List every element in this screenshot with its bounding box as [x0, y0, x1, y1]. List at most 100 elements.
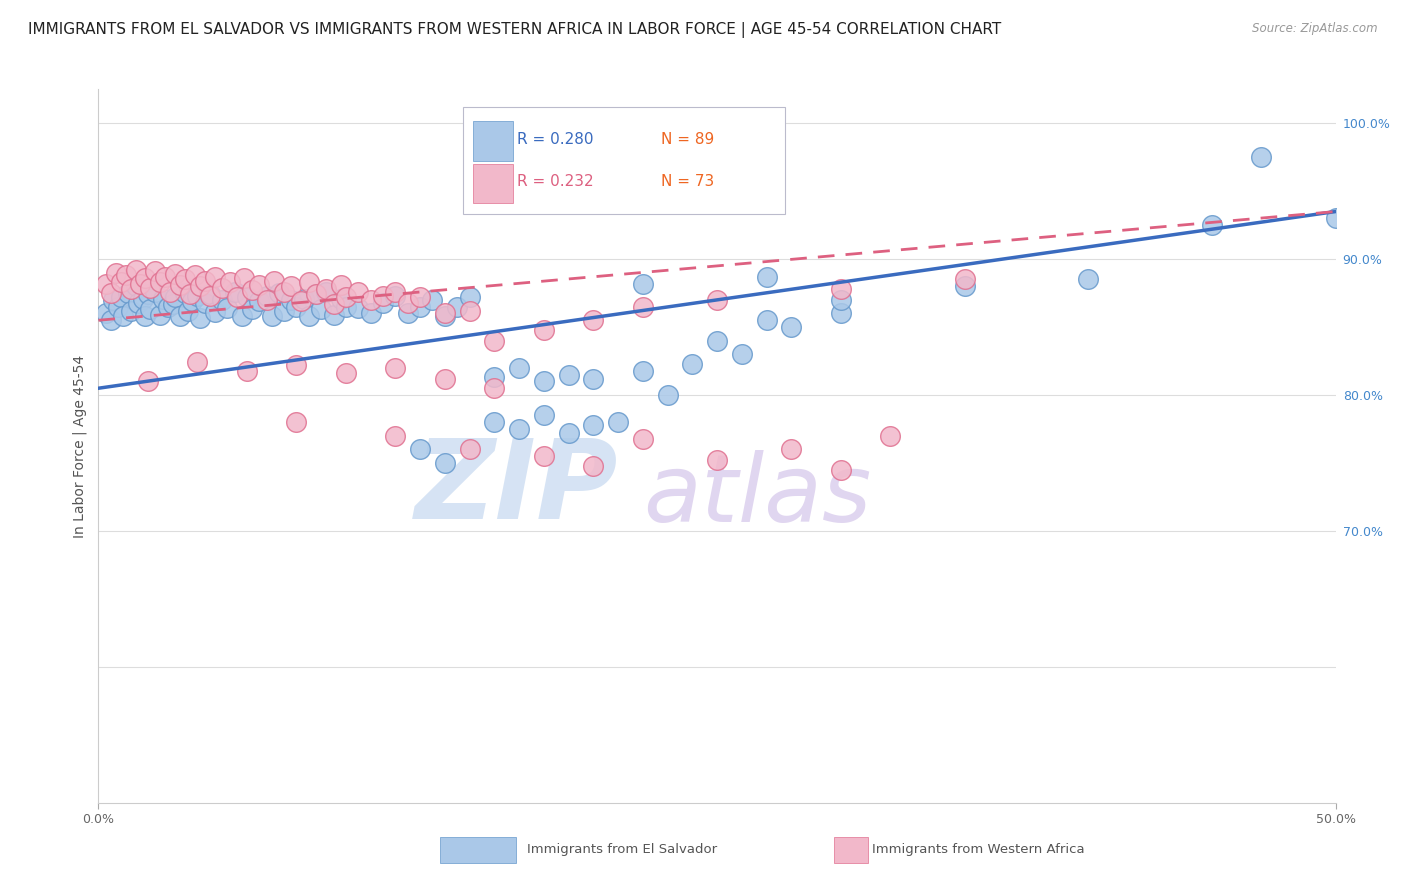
Point — [107, 300, 129, 314]
Point — [755, 269, 778, 284]
Point — [198, 289, 221, 303]
Point — [371, 289, 394, 303]
Point — [194, 274, 217, 288]
Point — [292, 292, 315, 306]
Text: N = 89: N = 89 — [661, 132, 714, 146]
Point — [110, 275, 132, 289]
Point — [706, 293, 728, 307]
Point — [260, 309, 283, 323]
Point — [1324, 211, 1347, 226]
Point — [309, 302, 332, 317]
Point — [136, 375, 159, 389]
Text: Source: ZipAtlas.com: Source: ZipAtlas.com — [1253, 22, 1378, 36]
Point — [657, 388, 679, 402]
Point — [731, 347, 754, 361]
Point — [124, 263, 146, 277]
Point — [458, 290, 481, 304]
Point — [104, 266, 127, 280]
FancyBboxPatch shape — [474, 164, 513, 203]
Point — [236, 290, 259, 304]
Point — [152, 292, 174, 306]
Point — [315, 282, 337, 296]
Point — [155, 269, 177, 284]
Point — [1077, 272, 1099, 286]
Point — [953, 279, 976, 293]
Point — [458, 442, 481, 457]
Point — [582, 458, 605, 473]
Point — [305, 287, 328, 301]
Point — [830, 293, 852, 307]
Point — [267, 286, 290, 301]
Point — [433, 372, 456, 386]
Point — [211, 293, 233, 307]
Point — [631, 300, 654, 314]
Point — [830, 306, 852, 320]
Point — [335, 300, 357, 314]
Point — [484, 334, 506, 348]
Point — [149, 308, 172, 322]
Point — [335, 366, 357, 380]
Text: Immigrants from Western Africa: Immigrants from Western Africa — [872, 843, 1084, 856]
Point — [280, 293, 302, 307]
Point — [236, 363, 259, 377]
Point — [114, 268, 136, 283]
Point — [322, 308, 344, 322]
Point — [384, 289, 406, 303]
Point — [129, 277, 152, 291]
Point — [280, 279, 302, 293]
FancyBboxPatch shape — [474, 121, 513, 161]
Point — [706, 334, 728, 348]
Point — [94, 306, 117, 320]
Point — [830, 282, 852, 296]
Point — [186, 289, 208, 303]
Point — [240, 302, 263, 317]
Point — [607, 415, 630, 429]
Point — [681, 357, 703, 371]
Point — [335, 290, 357, 304]
Point — [371, 295, 394, 310]
Point — [433, 306, 456, 320]
Point — [224, 285, 246, 299]
Point — [204, 305, 226, 319]
Point — [134, 271, 156, 285]
Point — [100, 313, 122, 327]
Point — [953, 272, 976, 286]
Point — [360, 306, 382, 320]
Point — [305, 287, 328, 301]
Point — [1201, 218, 1223, 232]
Point — [94, 277, 117, 291]
Point — [780, 320, 803, 334]
Point — [120, 282, 142, 296]
Point — [582, 372, 605, 386]
Point — [409, 300, 432, 314]
Point — [218, 275, 240, 289]
Point — [143, 285, 166, 299]
Point — [396, 295, 419, 310]
Point — [533, 409, 555, 423]
Point — [422, 293, 444, 307]
Point — [458, 303, 481, 318]
Point — [231, 309, 253, 323]
Point — [298, 309, 321, 323]
Text: IMMIGRANTS FROM EL SALVADOR VS IMMIGRANTS FROM WESTERN AFRICA IN LABOR FORCE | A: IMMIGRANTS FROM EL SALVADOR VS IMMIGRANT… — [28, 22, 1001, 38]
Point — [360, 293, 382, 307]
Point — [211, 280, 233, 294]
Point — [285, 358, 308, 372]
Point — [156, 300, 179, 314]
Point — [184, 268, 207, 283]
Point — [384, 429, 406, 443]
Point — [290, 294, 312, 309]
Point — [780, 442, 803, 457]
Point — [582, 313, 605, 327]
Point — [329, 277, 352, 292]
Text: Immigrants from El Salvador: Immigrants from El Salvador — [527, 843, 717, 856]
Point — [631, 277, 654, 291]
Text: atlas: atlas — [643, 450, 872, 541]
Point — [315, 285, 337, 299]
Point — [384, 285, 406, 299]
Point — [194, 295, 217, 310]
Point — [347, 301, 370, 315]
Point — [165, 267, 187, 281]
Point — [134, 309, 156, 323]
Point — [110, 290, 132, 304]
